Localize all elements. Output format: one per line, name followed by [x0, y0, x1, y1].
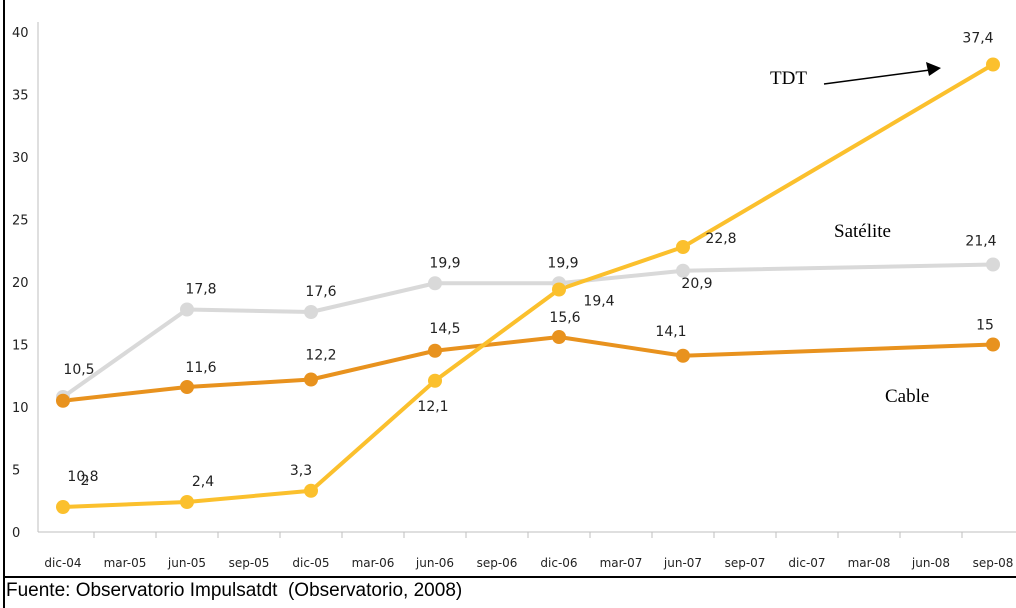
- data-point-tdt: [986, 57, 1000, 72]
- data-point-satelite: [304, 305, 318, 319]
- series-points: [56, 57, 1000, 514]
- x-tick-label: jun-05: [167, 556, 206, 570]
- x-tick-label: mar-07: [600, 556, 643, 570]
- x-tick-label: dic-05: [292, 556, 329, 570]
- y-tick-label: 0: [12, 526, 20, 541]
- bottom-border: [3, 576, 1016, 578]
- data-label-satelite: 17,6: [305, 284, 336, 300]
- data-point-cable: [180, 380, 194, 394]
- x-tick-label: sep-07: [725, 556, 766, 570]
- x-tick-label: sep-05: [229, 556, 270, 570]
- data-label-tdt: 22,8: [705, 231, 736, 247]
- x-tick-label: sep-08: [973, 556, 1014, 570]
- data-point-satelite: [180, 302, 194, 317]
- data-label-cable: 14,5: [429, 321, 460, 337]
- data-label-satelite: 19,9: [547, 255, 578, 271]
- data-point-cable: [986, 337, 1000, 352]
- y-tick-label: 15: [12, 339, 29, 354]
- y-tick-label: 20: [12, 276, 29, 291]
- data-label-cable: 12,2: [305, 348, 336, 364]
- x-tick-label: mar-08: [848, 556, 891, 570]
- data-point-cable: [676, 348, 690, 363]
- y-tick-label: 40: [12, 26, 29, 41]
- data-point-satelite: [986, 257, 1000, 272]
- y-tick-label: 10: [12, 401, 29, 416]
- data-point-tdt: [552, 282, 566, 297]
- data-label-tdt: 12,1: [417, 399, 448, 415]
- data-label-cable: 14,1: [655, 324, 686, 340]
- annotation-cable: Cable: [885, 386, 929, 407]
- data-point-tdt: [304, 483, 318, 498]
- y-tick-label: 35: [12, 89, 29, 104]
- annotation-tdt-arrowhead: [926, 62, 941, 76]
- data-label-tdt: 19,4: [583, 294, 614, 310]
- y-tick-label: 5: [12, 464, 20, 479]
- data-point-satelite: [676, 263, 690, 278]
- data-label-satelite: 17,8: [185, 282, 216, 298]
- data-label-cable: 11,6: [185, 360, 216, 376]
- x-tick-label: jun-08: [911, 556, 950, 570]
- x-tick-label: jun-07: [663, 556, 702, 570]
- data-label-satelite: 19,9: [429, 255, 460, 271]
- data-label-satelite: 20,9: [681, 276, 712, 292]
- data-label-cable: 15: [976, 318, 994, 334]
- data-label-tdt: 2,4: [192, 474, 214, 490]
- x-tick-label: dic-04: [44, 556, 81, 570]
- left-border: [3, 0, 5, 608]
- data-point-tdt: [676, 240, 690, 254]
- annotations: TDT Satélite Cable: [770, 62, 941, 407]
- data-label-cable: 15,6: [549, 310, 580, 326]
- annotation-satelite: Satélite: [834, 221, 891, 242]
- annotation-tdt: TDT: [770, 68, 807, 89]
- data-point-cable: [56, 393, 70, 408]
- y-tick-label: 25: [12, 214, 29, 229]
- data-point-tdt: [428, 373, 442, 388]
- data-point-tdt: [56, 500, 70, 514]
- x-tick-label: jun-06: [415, 556, 454, 570]
- data-point-tdt: [180, 495, 194, 509]
- x-tick-label: dic-06: [540, 556, 577, 570]
- x-tick-label: dic-07: [788, 556, 825, 570]
- data-label-satelite: 10,8: [67, 469, 98, 485]
- x-tick-label: mar-05: [104, 556, 147, 570]
- data-labels: 2 2,4 3,3 12,1 19,4 22,8 37,4 10,8 17,8 17,6 19,9 1…: [63, 31, 996, 491]
- data-point-satelite: [428, 276, 442, 291]
- figure-caption: Fuente: Observatorio Impulsatdt (Observa…: [6, 580, 463, 601]
- x-tick-label: sep-06: [477, 556, 518, 570]
- annotation-tdt-arrow: [823, 69, 931, 85]
- data-label-tdt: 37,4: [962, 31, 993, 47]
- y-tick-label: 30: [12, 151, 29, 166]
- line-chart: 0 5 10 15 20 25 30 35 40 dic-04 mar-05 jun-05 sep-05…: [12, 22, 1016, 570]
- data-label-cable: 10,5: [63, 362, 94, 378]
- data-point-cable: [552, 330, 566, 344]
- axes: 0 5 10 15 20 25 30 35 40 dic-04 mar-05 jun-05 sep-05…: [12, 22, 1016, 570]
- chart-frame: 0 5 10 15 20 25 30 35 40 dic-04 mar-05 jun-05 sep-05…: [12, 22, 1016, 570]
- data-label-tdt: 2: [81, 473, 90, 489]
- data-point-cable: [428, 343, 442, 358]
- data-point-cable: [304, 372, 318, 387]
- x-tick-label: mar-06: [352, 556, 395, 570]
- data-label-tdt: 3,3: [290, 463, 312, 479]
- data-label-satelite: 21,4: [965, 234, 996, 250]
